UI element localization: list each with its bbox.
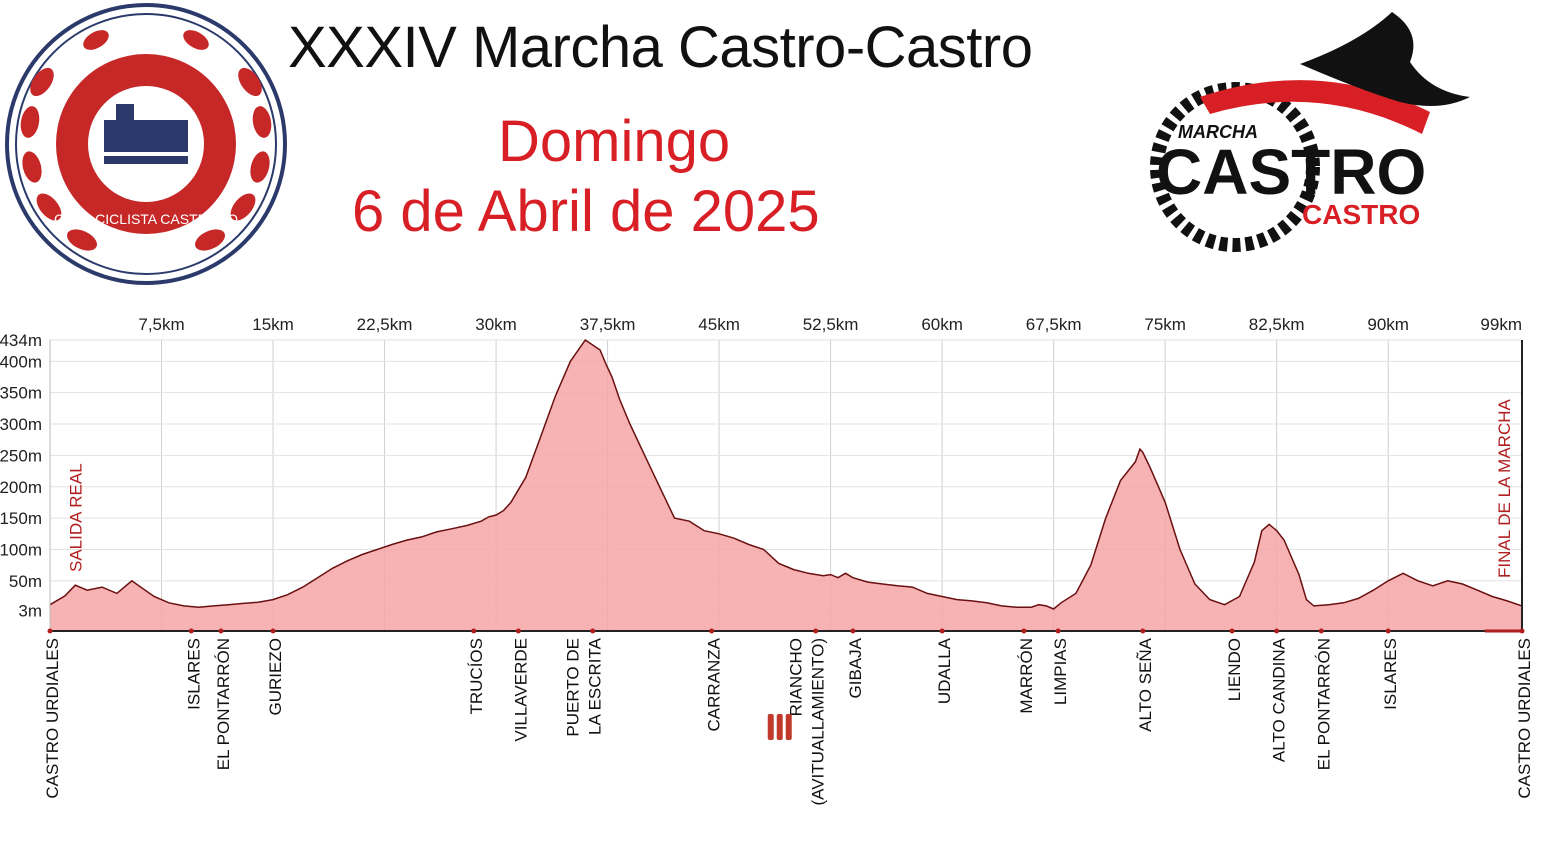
location-label: (AVITUALLAMIENTO) — [809, 638, 828, 806]
x-tick-label: 30km — [475, 315, 517, 334]
location-label: ISLARES — [1381, 638, 1400, 710]
chart-title: XXXIV Marcha Castro-Castro — [288, 15, 1033, 80]
location-marker — [270, 628, 276, 634]
laurel-wreath — [20, 30, 272, 251]
location-marker — [1229, 628, 1235, 634]
location-label: GURIEZO — [266, 638, 285, 715]
location-label: RIANCHO — [787, 638, 806, 716]
annotation-label: FINAL DE LA MARCHA — [1495, 398, 1514, 578]
location-label: GIBAJA — [846, 637, 865, 698]
event-logo-main: CASTRO — [1156, 136, 1426, 208]
x-tick-label: 60km — [921, 315, 963, 334]
location-marker — [218, 628, 224, 634]
x-tick-label: 15km — [252, 315, 294, 334]
location-marker — [590, 628, 596, 634]
location-marker — [1318, 628, 1324, 634]
location-label: PUERTO DE — [564, 638, 583, 737]
location-marker — [471, 628, 477, 634]
elevation-line — [49, 338, 1523, 610]
location-label: LIENDO — [1225, 638, 1244, 701]
location-marker — [1274, 628, 1280, 634]
location-label: LIMPIAS — [1051, 638, 1070, 705]
location-label: EL PONTARRÓN — [1314, 638, 1333, 770]
y-tick-label: 434m — [0, 331, 42, 350]
y-tick-label: 250m — [0, 446, 42, 465]
x-tick-label: 99km — [1480, 315, 1522, 334]
location-label: VILLAVERDE — [511, 638, 530, 742]
location-label: EL PONTARRÓN — [214, 638, 233, 770]
location-marker — [515, 628, 521, 634]
event-logo-top: MARCHA — [1178, 122, 1258, 142]
x-tick-label: 82,5km — [1249, 315, 1305, 334]
location-marker — [1385, 628, 1391, 634]
location-marker — [850, 628, 856, 634]
x-tick-label: 22,5km — [357, 315, 413, 334]
x-tick-label: 45km — [698, 315, 740, 334]
x-tick-label: 52,5km — [803, 315, 859, 334]
x-tick-label: 90km — [1367, 315, 1409, 334]
y-tick-label: 200m — [0, 478, 42, 497]
club-logo-text: CLUB CICLISTA CASTREÑO — [54, 211, 238, 227]
location-label: ALTO SEÑA — [1136, 637, 1155, 732]
event-logo: MARCHA CASTRO CASTRO — [1150, 12, 1470, 252]
location-marker — [709, 628, 715, 634]
x-tick-label: 67,5km — [1026, 315, 1082, 334]
location-label: CARRANZA — [705, 637, 724, 731]
location-marker — [47, 628, 53, 634]
location-label: LA ESCRITA — [586, 637, 605, 735]
y-tick-label: 3m — [18, 601, 42, 620]
location-marker — [1519, 628, 1525, 634]
location-marker — [1055, 628, 1061, 634]
y-tick-label: 150m — [0, 509, 42, 528]
y-tick-label: 300m — [0, 415, 42, 434]
location-marker — [813, 628, 819, 634]
x-tick-label: 75km — [1144, 315, 1186, 334]
location-label: ISLARES — [184, 638, 203, 710]
location-label: MARRÓN — [1017, 638, 1036, 714]
y-tick-label: 400m — [0, 352, 42, 371]
location-marker — [1140, 628, 1146, 634]
annotation-label: SALIDA REAL — [66, 463, 85, 572]
event-date: 6 de Abril de 2025 — [352, 179, 820, 244]
event-day: Domingo — [498, 109, 731, 174]
y-tick-label: 100m — [0, 540, 42, 559]
location-label: CASTRO URDIALES — [1515, 638, 1534, 799]
club-logo: CLUB CICLISTA CASTREÑO — [5, 3, 287, 285]
location-label: CASTRO URDIALES — [43, 638, 62, 799]
location-marker — [939, 628, 945, 634]
elevation-area — [50, 340, 1522, 631]
location-label: TRUCÍOS — [467, 638, 486, 715]
x-tick-label: 7,5km — [138, 315, 184, 334]
x-tick-label: 37,5km — [580, 315, 636, 334]
location-label: UDALLA — [935, 637, 954, 704]
location-marker — [188, 628, 194, 634]
y-tick-label: 50m — [9, 572, 42, 591]
location-label: ALTO CANDINA — [1270, 637, 1289, 762]
event-logo-sub: CASTRO — [1302, 199, 1420, 230]
food-icon — [767, 714, 792, 740]
location-marker — [1021, 628, 1027, 634]
y-tick-label: 350m — [0, 384, 42, 403]
